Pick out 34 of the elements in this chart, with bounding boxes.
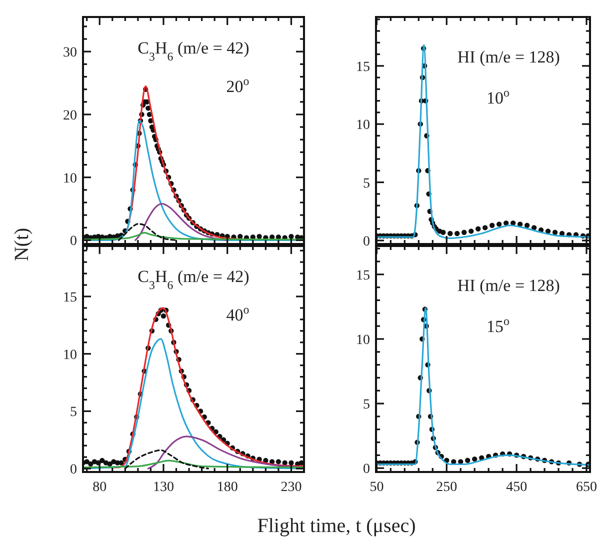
y-axis-title: N(t) xyxy=(11,228,33,262)
y-tick-label: 15 xyxy=(63,290,77,306)
x-tick-label: 180 xyxy=(216,480,238,495)
y-tick-label: 0 xyxy=(363,462,370,478)
x-tick-label: 250 xyxy=(436,480,458,495)
y-tick-label: 10 xyxy=(356,118,370,134)
annotation: 10$^{o}$ xyxy=(486,85,510,108)
annotation: C$_{3}$H$_{6}$ (m/e = 42) xyxy=(138,38,250,64)
x-tick-label: 50 xyxy=(370,480,384,495)
y-tick-label: 30 xyxy=(63,46,77,61)
y-tick-label: 15 xyxy=(356,60,370,75)
annotation: 15$^{o}$ xyxy=(486,314,510,336)
annotation: 20$^{o}$ xyxy=(226,74,250,96)
y-tick-label: 5 xyxy=(363,398,370,413)
y-tick-label: 5 xyxy=(70,405,77,420)
x-tick-label: 130 xyxy=(152,480,174,495)
annotation: HI (m/e = 128) xyxy=(457,47,560,66)
annotation: C$_{3}$H$_{6}$ (m/e = 42) xyxy=(138,267,250,292)
y-tick-label: 5 xyxy=(363,176,370,192)
y-tick-label: 0 xyxy=(70,234,77,250)
annotation: 40$^{o}$ xyxy=(226,302,250,325)
y-tick-label: 10 xyxy=(356,332,370,348)
y-tick-label: 10 xyxy=(63,171,77,186)
y-tick-label: 15 xyxy=(356,268,370,284)
y-tick-label: 0 xyxy=(70,462,77,478)
x-tick-label: 650 xyxy=(576,480,598,495)
y-tick-label: 0 xyxy=(363,234,370,250)
annotation: HI (m/e = 128) xyxy=(457,276,560,296)
y-tick-label: 10 xyxy=(63,348,77,363)
x-tick-label: 450 xyxy=(506,480,528,495)
x-tick-label: 230 xyxy=(280,480,302,495)
y-tick-label: 20 xyxy=(63,108,77,124)
x-tick-label: 80 xyxy=(92,480,107,495)
x-axis-title: Flight time, t (μsec) xyxy=(257,515,416,537)
